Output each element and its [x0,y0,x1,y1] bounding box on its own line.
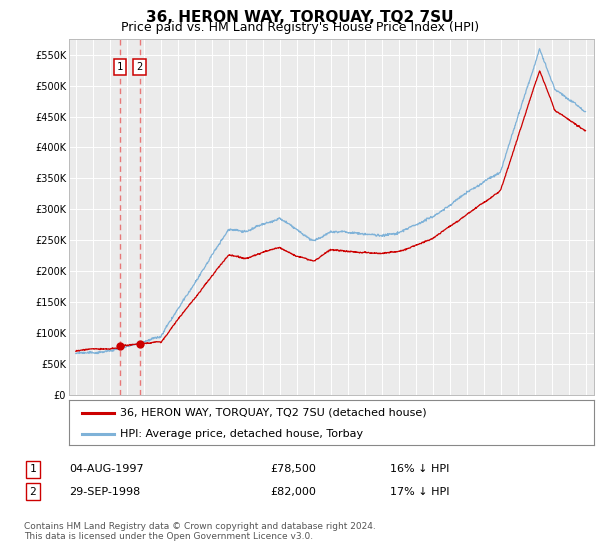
Text: £82,000: £82,000 [270,487,316,497]
Text: 2: 2 [29,487,37,497]
Text: £78,500: £78,500 [270,464,316,474]
Text: 17% ↓ HPI: 17% ↓ HPI [390,487,449,497]
Text: 04-AUG-1997: 04-AUG-1997 [69,464,143,474]
Text: Price paid vs. HM Land Registry's House Price Index (HPI): Price paid vs. HM Land Registry's House … [121,21,479,34]
Text: 1: 1 [116,62,123,72]
Text: HPI: Average price, detached house, Torbay: HPI: Average price, detached house, Torb… [121,429,364,439]
Text: Contains HM Land Registry data © Crown copyright and database right 2024.
This d: Contains HM Land Registry data © Crown c… [24,522,376,542]
Text: 36, HERON WAY, TORQUAY, TQ2 7SU (detached house): 36, HERON WAY, TORQUAY, TQ2 7SU (detache… [121,408,427,418]
Text: 36, HERON WAY, TORQUAY, TQ2 7SU: 36, HERON WAY, TORQUAY, TQ2 7SU [146,10,454,25]
Text: 2: 2 [136,62,143,72]
Text: 1: 1 [29,464,37,474]
Text: 29-SEP-1998: 29-SEP-1998 [69,487,140,497]
Text: 16% ↓ HPI: 16% ↓ HPI [390,464,449,474]
